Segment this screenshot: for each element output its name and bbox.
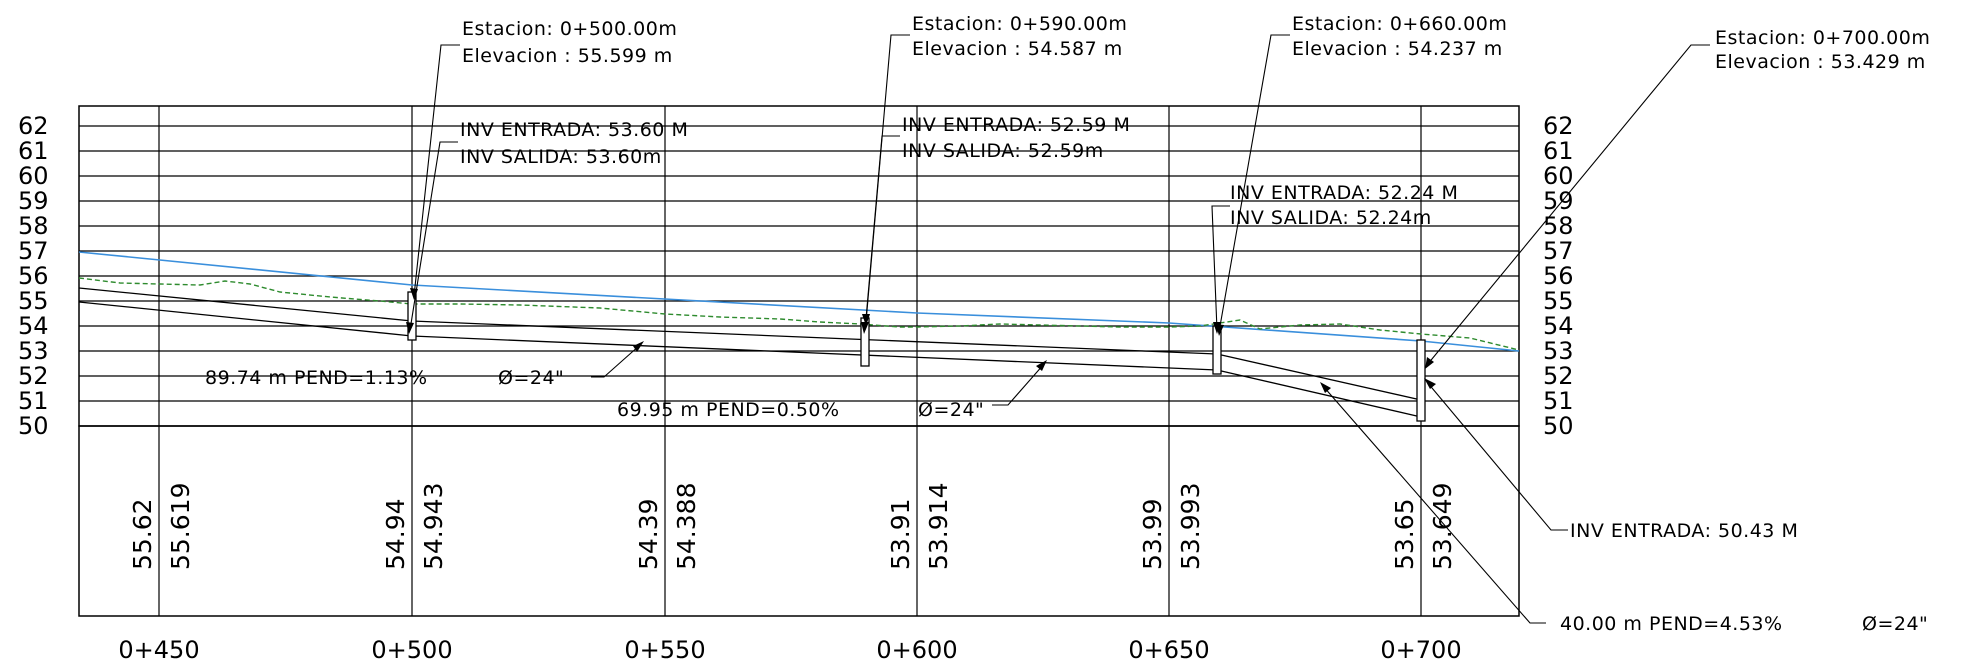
manhole-0700 xyxy=(1416,339,1426,422)
pipe-1-invert xyxy=(78,301,413,337)
pipe-leaders xyxy=(591,341,1546,624)
x-tick: 0+600 xyxy=(876,636,957,662)
pipe-1-diameter: Ø=24" xyxy=(498,367,564,389)
station-label-0500: Estacion: 0+500.00m xyxy=(462,18,677,40)
y-tick-right: 62 xyxy=(1543,112,1574,140)
pipe-lines xyxy=(78,287,1422,418)
elevation-label-0660: Elevacion : 54.237 m xyxy=(1292,38,1503,60)
y-tick-right: 50 xyxy=(1543,412,1574,440)
pipe-2-crown xyxy=(411,320,1218,355)
y-tick-right: 60 xyxy=(1543,162,1574,190)
pipe-2-invert xyxy=(411,335,1218,371)
y-tick-left: 53 xyxy=(18,337,49,365)
y-tick-left: 60 xyxy=(18,162,49,190)
y-tick-right: 57 xyxy=(1543,237,1574,265)
pipe-1-label: 89.74 m PEND=1.13% xyxy=(205,367,428,389)
y-tick-right: 51 xyxy=(1543,387,1574,415)
inv-entrada-0590: INV ENTRADA: 52.59 M xyxy=(902,114,1130,136)
invert-leaders xyxy=(406,135,1568,531)
x-tick: 0+450 xyxy=(118,636,199,662)
station-label-0700: Estacion: 0+700.00m xyxy=(1715,27,1930,49)
station-value-ground: 55.619 xyxy=(166,483,195,570)
station-value-ground: 53.649 xyxy=(1428,483,1457,570)
invert-labels: INV ENTRADA: 53.60 M INV SALIDA: 53.60m … xyxy=(460,114,1798,542)
station-value-ground: 53.914 xyxy=(924,483,953,570)
inv-entrada-0500: INV ENTRADA: 53.60 M xyxy=(460,119,688,141)
inv-entrada-0660: INV ENTRADA: 52.24 M xyxy=(1230,182,1458,204)
data-band-frame xyxy=(78,425,1520,617)
y-tick-left: 61 xyxy=(18,137,49,165)
inv-salida-0590: INV SALIDA: 52.59m xyxy=(902,140,1104,162)
elevation-grid xyxy=(79,125,1519,402)
y-tick-left: 58 xyxy=(18,212,49,240)
x-tick: 0+700 xyxy=(1380,636,1461,662)
station-value-design: 55.62 xyxy=(128,498,157,570)
inv-salida-0500: INV SALIDA: 53.60m xyxy=(460,146,662,168)
pipe-3-invert xyxy=(1216,369,1422,418)
y-axis-right: 62 61 60 59 58 57 56 55 54 53 52 51 50 xyxy=(1543,112,1574,440)
y-tick-left: 52 xyxy=(18,362,49,390)
y-tick-right: 56 xyxy=(1543,262,1574,290)
y-tick-right: 61 xyxy=(1543,137,1574,165)
elevation-label-0500: Elevacion : 55.599 m xyxy=(462,45,673,67)
station-label-0660: Estacion: 0+660.00m xyxy=(1292,13,1507,35)
y-tick-left: 57 xyxy=(18,237,49,265)
pipe-2-diameter: Ø=24" xyxy=(918,399,984,421)
x-tick: 0+500 xyxy=(371,636,452,662)
inv-salida-0660: INV SALIDA: 52.24m xyxy=(1230,207,1432,229)
station-value-ground: 54.943 xyxy=(419,483,448,570)
design-grade-line xyxy=(78,251,1520,352)
station-value-design: 54.39 xyxy=(634,498,663,570)
pipe-labels: 89.74 m PEND=1.13% Ø=24" 69.95 m PEND=0.… xyxy=(205,367,1928,635)
y-tick-left: 55 xyxy=(18,287,49,315)
pipe-3-crown xyxy=(1216,353,1422,401)
station-value-design: 53.91 xyxy=(886,498,915,570)
station-values: 55.62 55.619 54.94 54.943 54.39 54.388 5… xyxy=(128,483,1457,570)
station-label-0590: Estacion: 0+590.00m xyxy=(912,13,1127,35)
y-tick-left: 50 xyxy=(18,412,49,440)
station-value-ground: 54.388 xyxy=(672,483,701,570)
y-tick-right: 52 xyxy=(1543,362,1574,390)
y-tick-right: 53 xyxy=(1543,337,1574,365)
elevation-label-0700: Elevacion : 53.429 m xyxy=(1715,51,1926,73)
station-labels: Estacion: 0+500.00m Elevacion : 55.599 m… xyxy=(462,13,1930,73)
x-axis: 0+450 0+500 0+550 0+600 0+650 0+700 xyxy=(118,636,1461,662)
inv-entrada-0700: INV ENTRADA: 50.43 M xyxy=(1570,520,1798,542)
y-tick-left: 59 xyxy=(18,187,49,215)
pipe-2-label: 69.95 m PEND=0.50% xyxy=(617,399,840,421)
y-tick-right: 55 xyxy=(1543,287,1574,315)
station-value-design: 54.94 xyxy=(381,498,410,570)
y-tick-left: 62 xyxy=(18,112,49,140)
station-value-ground: 53.993 xyxy=(1176,483,1205,570)
existing-ground-line xyxy=(78,277,1520,351)
station-value-design: 53.65 xyxy=(1390,498,1419,570)
y-tick-right: 58 xyxy=(1543,212,1574,240)
elevation-label-0590: Elevacion : 54.587 m xyxy=(912,38,1123,60)
pipe-1-crown xyxy=(78,287,413,322)
y-tick-left: 56 xyxy=(18,262,49,290)
station-leaders xyxy=(410,34,1710,369)
station-value-design: 53.99 xyxy=(1138,498,1167,570)
y-tick-right: 59 xyxy=(1543,187,1574,215)
y-axis-left: 62 61 60 59 58 57 56 55 54 53 52 51 50 xyxy=(18,112,49,440)
y-tick-right: 54 xyxy=(1543,312,1574,340)
pipe-3-label: 40.00 m PEND=4.53% xyxy=(1560,613,1783,635)
y-tick-left: 51 xyxy=(18,387,49,415)
y-tick-left: 54 xyxy=(18,312,49,340)
x-tick: 0+550 xyxy=(624,636,705,662)
pipe-3-diameter: Ø=24" xyxy=(1862,613,1928,635)
x-tick: 0+650 xyxy=(1128,636,1209,662)
